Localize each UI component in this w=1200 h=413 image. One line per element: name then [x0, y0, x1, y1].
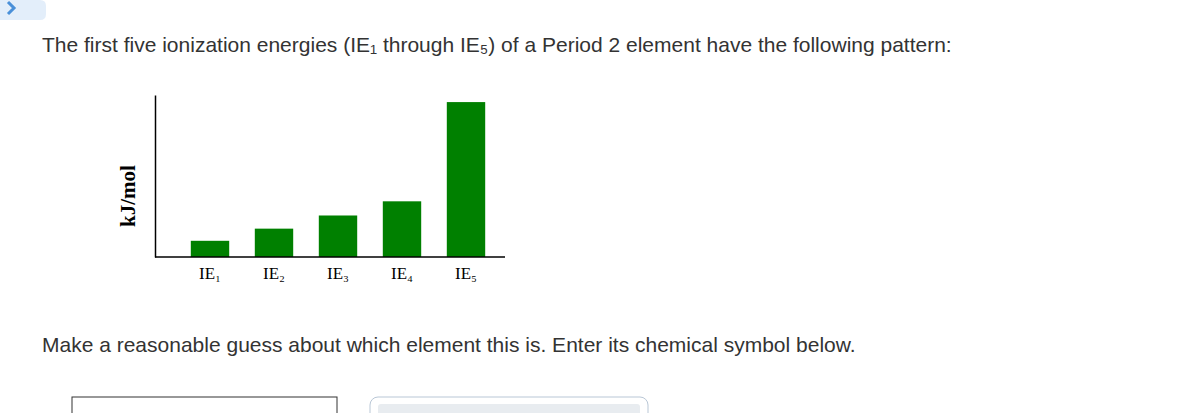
bar: [191, 241, 229, 257]
x-tick: IE₅: [455, 264, 477, 283]
y-axis-line: [155, 96, 157, 258]
bar: [447, 102, 485, 257]
y-axis-title: kJ/mol: [116, 165, 140, 227]
x-axis-line: [155, 256, 505, 258]
title: The first five ionization energies (IE₁ …: [42, 33, 952, 56]
bar: [255, 229, 293, 257]
x-axis: IE₁ IE₂ IE₃ IE₄ IE₅: [199, 264, 477, 283]
bar: [319, 215, 357, 257]
x-tick-label: IE₄: [391, 264, 413, 283]
x-tick-label: IE₃: [327, 264, 349, 283]
x-tick-label: IE₁: [199, 264, 221, 283]
x-tick: IE₄: [391, 264, 413, 283]
chart: The first five ionization energies (IE₁ …: [0, 0, 1200, 413]
answer-input[interactable]: [72, 397, 337, 413]
x-tick-label: IE₅: [455, 264, 477, 283]
nav-arrow: [8, 2, 14, 14]
x-tick-label: IE₂: [263, 264, 285, 283]
tool-bar: [378, 404, 640, 413]
x-tick: IE₃: [327, 264, 349, 283]
y-axis: [155, 96, 156, 258]
bar: [383, 201, 421, 257]
question: Make a reasonable guess about which elem…: [42, 333, 856, 356]
tool-panel[interactable]: [370, 397, 648, 413]
bars: [191, 102, 485, 257]
x-tick: IE₂: [263, 264, 285, 283]
nav-tab: [0, 0, 46, 20]
x-tick: IE₁: [199, 264, 221, 283]
